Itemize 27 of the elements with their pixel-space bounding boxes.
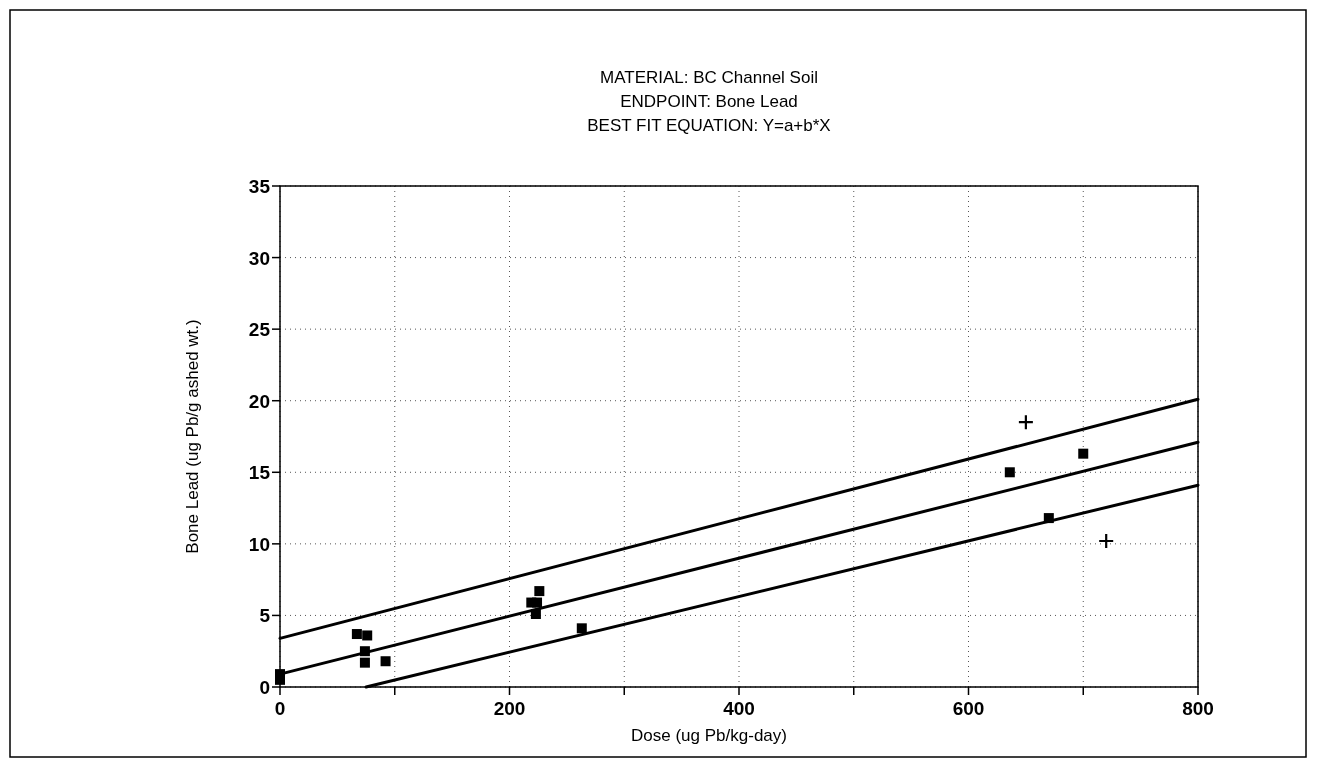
x-tick-label: 200 xyxy=(493,698,526,719)
point xyxy=(359,657,370,668)
x-tick-label: 600 xyxy=(952,698,985,719)
x-tick-label: 800 xyxy=(1182,698,1214,719)
point xyxy=(1078,448,1089,459)
y-tick-label: 0 xyxy=(259,677,270,698)
x-tick-label: 400 xyxy=(723,698,755,719)
x-tick-label: 0 xyxy=(274,698,286,719)
y-tick-label: 10 xyxy=(248,533,270,555)
point xyxy=(380,656,391,667)
point xyxy=(534,586,545,597)
point xyxy=(532,597,543,608)
y-tick-label: 20 xyxy=(248,390,270,412)
point xyxy=(1098,532,1115,550)
y-axis-title: Bone Lead (ug Pb/g ashed wt.) xyxy=(183,319,202,554)
point xyxy=(1004,467,1015,478)
y-tick-label: 5 xyxy=(259,605,271,627)
x-axis-title: Dose (ug Pb/kg-day) xyxy=(631,726,787,745)
y-tick-label: 15 xyxy=(248,462,271,484)
y-tick-label: 35 xyxy=(248,176,271,197)
point xyxy=(351,629,362,640)
point xyxy=(576,623,587,634)
chart-title: MATERIAL: BC Channel Soil ENDPOINT: Bone Lead BEST FIT EQUATION: Y=a+b*X xyxy=(587,68,831,135)
y-tick-label: 30 xyxy=(248,247,270,269)
point xyxy=(362,630,373,641)
point xyxy=(1017,414,1034,431)
y-tick-label: 25 xyxy=(248,319,271,341)
